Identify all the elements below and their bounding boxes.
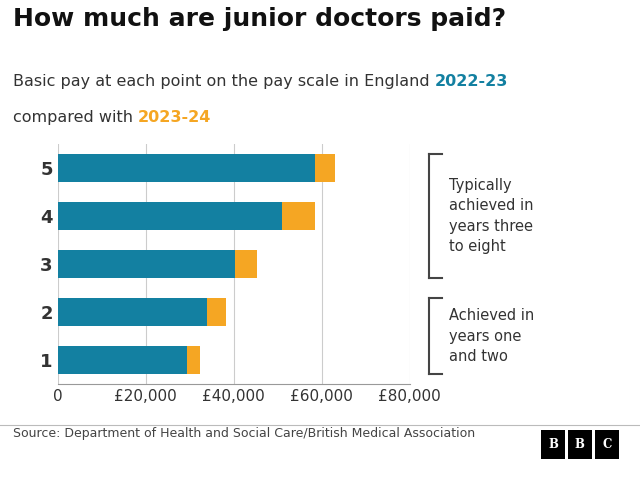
- Text: How much are junior doctors paid?: How much are junior doctors paid?: [13, 7, 506, 31]
- Text: Typically
achieved in
years three
to eight: Typically achieved in years three to eig…: [449, 178, 534, 254]
- Bar: [58, 298, 207, 326]
- Text: Achieved in
years one
and two: Achieved in years one and two: [449, 308, 534, 364]
- Bar: [187, 346, 200, 374]
- Text: 2022-23: 2022-23: [435, 74, 508, 89]
- Bar: [282, 202, 314, 230]
- Bar: [58, 154, 314, 182]
- Text: Source: Department of Health and Social Care/British Medical Association: Source: Department of Health and Social …: [13, 427, 475, 440]
- Bar: [58, 202, 282, 230]
- Text: Basic pay at each point on the pay scale in England: Basic pay at each point on the pay scale…: [13, 74, 435, 89]
- Bar: [207, 298, 226, 326]
- Bar: [58, 346, 187, 374]
- Bar: [314, 154, 335, 182]
- Text: B: B: [548, 438, 558, 451]
- Text: 2023-24: 2023-24: [138, 110, 211, 125]
- Text: compared with: compared with: [13, 110, 138, 125]
- Text: B: B: [575, 438, 585, 451]
- Text: C: C: [602, 438, 611, 451]
- Bar: [58, 250, 235, 278]
- Bar: [235, 250, 257, 278]
